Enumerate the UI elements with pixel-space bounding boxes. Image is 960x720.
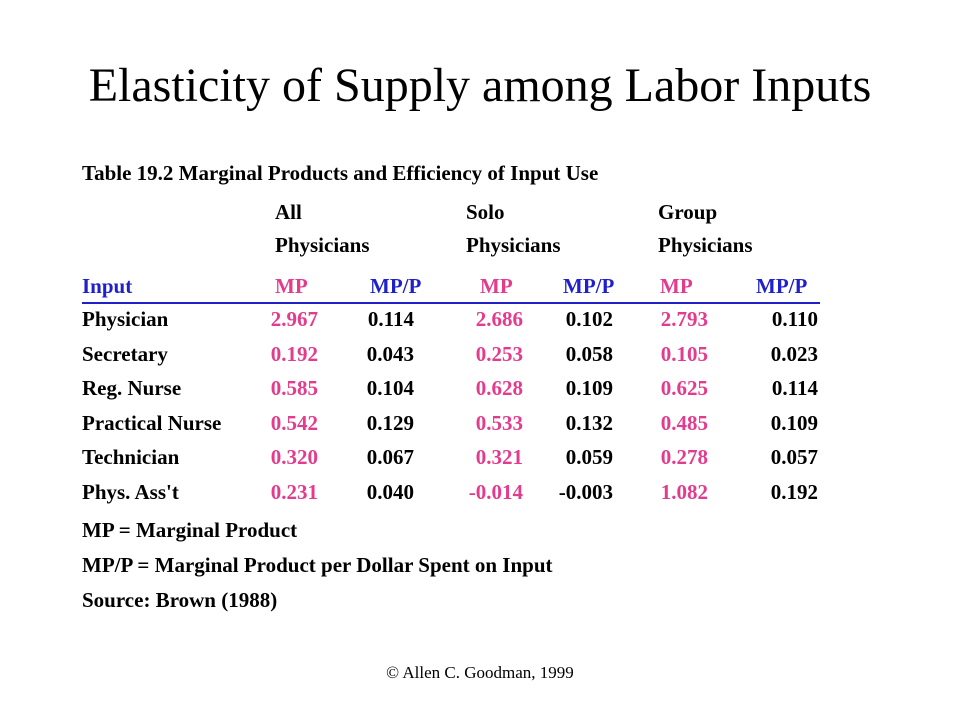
column-header-mpp: MP/P <box>563 274 615 298</box>
input-name-cell: Phys. Ass't <box>82 479 179 504</box>
column-header-input: Input <box>82 274 133 298</box>
group-label: Physicians <box>275 233 370 257</box>
mpp-value-cell: 0.043 <box>366 341 414 366</box>
copyright-footer: © Allen C. Goodman, 1999 <box>386 663 574 682</box>
group-label: All <box>275 200 302 224</box>
group-label: Physicians <box>466 233 561 257</box>
input-name-cell: Reg. Nurse <box>82 376 182 400</box>
table-row: Technician 0.320 0.067 0.321 0.059 0.278 0.057 <box>82 441 822 475</box>
note-source: Source: Brown (1988) <box>82 588 278 612</box>
mpp-value-cell: 0.059 <box>565 445 613 469</box>
mp-value-cell: 1.082 <box>660 479 708 504</box>
table-row: Practical Nurse 0.542 0.129 0.533 0.132 0.485… <box>82 407 822 441</box>
mp-value-cell: 2.793 <box>660 307 708 331</box>
mpp-value-cell: 0.132 <box>565 410 613 435</box>
mpp-value-cell: -0.003 <box>558 479 613 504</box>
note-mp: MP = Marginal Product <box>82 518 298 542</box>
table-row: Phys. Ass't 0.231 0.040 -0.014 -0.003 1.082 0.… <box>82 476 822 510</box>
mp-value-cell: 0.533 <box>475 410 523 435</box>
mpp-value-cell: 0.067 <box>366 445 414 469</box>
table-caption: Table 19.2 Marginal Products and Efficie… <box>82 161 599 185</box>
mpp-value-cell: 0.040 <box>366 479 414 504</box>
mp-value-cell: 0.485 <box>660 410 708 435</box>
mpp-value-cell: 0.129 <box>366 410 414 435</box>
mp-value-cell: 0.105 <box>660 341 708 366</box>
mp-value-cell: 0.585 <box>270 376 318 400</box>
group-header-group: Group Physicians <box>658 196 753 262</box>
note-mpp: MP/P = Marginal Product per Dollar Spent… <box>82 553 553 577</box>
table-row: Physician 2.967 0.114 2.686 0.102 2.793 0.110 <box>82 303 822 337</box>
mpp-value-cell: 0.114 <box>367 307 414 331</box>
input-name-cell: Technician <box>82 445 180 469</box>
mpp-value-cell: 0.058 <box>565 341 613 366</box>
column-header-row: Input MP MP/P MP MP/P MP MP/P <box>82 270 820 304</box>
mp-value-cell: 0.231 <box>270 479 318 504</box>
mp-value-cell: 0.542 <box>270 410 318 435</box>
mpp-value-cell: 0.110 <box>771 307 818 331</box>
mp-value-cell: 0.321 <box>475 445 523 469</box>
mp-value-cell: 0.320 <box>270 445 318 469</box>
group-label: Physicians <box>658 233 753 257</box>
mp-value-cell: 0.253 <box>475 341 523 366</box>
mpp-value-cell: 0.104 <box>366 376 414 400</box>
group-header-all: All Physicians <box>275 196 370 262</box>
group-label: Solo <box>466 200 505 224</box>
mp-value-cell: 0.278 <box>660 445 708 469</box>
table-row: Reg. Nurse 0.585 0.104 0.628 0.109 0.625 0.114 <box>82 372 822 406</box>
mpp-value-cell: 0.109 <box>565 376 613 400</box>
mpp-value-cell: 0.192 <box>770 479 818 504</box>
input-name-cell: Practical Nurse <box>82 410 222 435</box>
column-header-mp: MP <box>480 274 513 298</box>
mp-value-cell: -0.014 <box>468 479 523 504</box>
group-header-solo: Solo Physicians <box>466 196 561 262</box>
input-name-cell: Secretary <box>82 341 168 366</box>
mp-value-cell: 0.628 <box>475 376 523 400</box>
input-name-cell: Physician <box>82 307 169 331</box>
mpp-value-cell: 0.114 <box>771 376 818 400</box>
mp-value-cell: 2.686 <box>475 307 523 331</box>
column-header-mpp: MP/P <box>756 274 808 298</box>
mpp-value-cell: 0.102 <box>565 307 613 331</box>
column-header-mpp: MP/P <box>370 274 422 298</box>
mpp-value-cell: 0.109 <box>770 410 818 435</box>
mp-value-cell: 0.192 <box>270 341 318 366</box>
mpp-value-cell: 0.057 <box>770 445 818 469</box>
mp-value-cell: 2.967 <box>270 307 318 331</box>
group-label: Group <box>658 200 718 224</box>
slide-title: Elasticity of Supply among Labor Inputs <box>88 59 872 112</box>
column-header-mp: MP <box>660 274 693 298</box>
column-header-mp: MP <box>275 274 308 298</box>
mpp-value-cell: 0.023 <box>770 341 818 366</box>
mp-value-cell: 0.625 <box>660 376 708 400</box>
table-row: Secretary 0.192 0.043 0.253 0.058 0.105 0.023 <box>82 338 822 372</box>
